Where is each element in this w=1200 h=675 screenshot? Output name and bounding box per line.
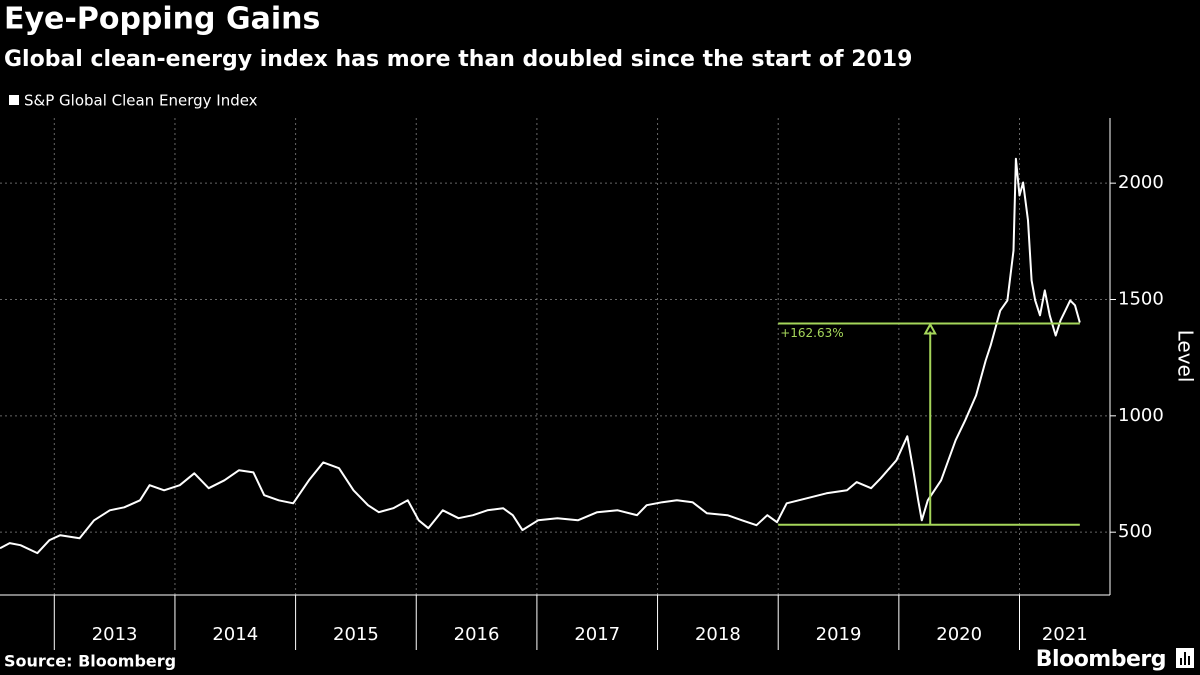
annotation-label: +162.63% — [780, 326, 843, 340]
x-tick-label: 2019 — [816, 624, 862, 645]
legend-label: S&P Global Clean Energy Index — [24, 92, 258, 110]
source: Source: Bloomberg — [4, 652, 176, 671]
x-tick-label: 2020 — [936, 624, 982, 645]
y-tick-label: 1000 — [1118, 405, 1164, 426]
x-tick-label: 2014 — [212, 624, 258, 645]
x-tick-label: 2021 — [1042, 624, 1088, 645]
x-tick-label: 2013 — [92, 624, 138, 645]
y-tick-label: 2000 — [1118, 172, 1164, 193]
y-tick-label: 500 — [1118, 521, 1152, 542]
chart-title: Eye-Popping Gains — [4, 2, 320, 37]
y-tick-label: 1500 — [1118, 288, 1164, 309]
legend-swatch — [9, 95, 19, 105]
brand-icon — [1176, 648, 1194, 668]
chart-subtitle: Global clean-energy index has more than … — [4, 47, 912, 72]
y-axis-label: Level — [1174, 330, 1198, 383]
x-tick-label: 2016 — [454, 624, 500, 645]
brand: Bloomberg — [1036, 647, 1166, 672]
line — [0, 157, 1081, 555]
x-tick-label: 2017 — [574, 624, 620, 645]
annotation-arrowhead — [923, 322, 937, 335]
x-tick-label: 2015 — [333, 624, 379, 645]
x-tick-label: 2018 — [695, 624, 741, 645]
